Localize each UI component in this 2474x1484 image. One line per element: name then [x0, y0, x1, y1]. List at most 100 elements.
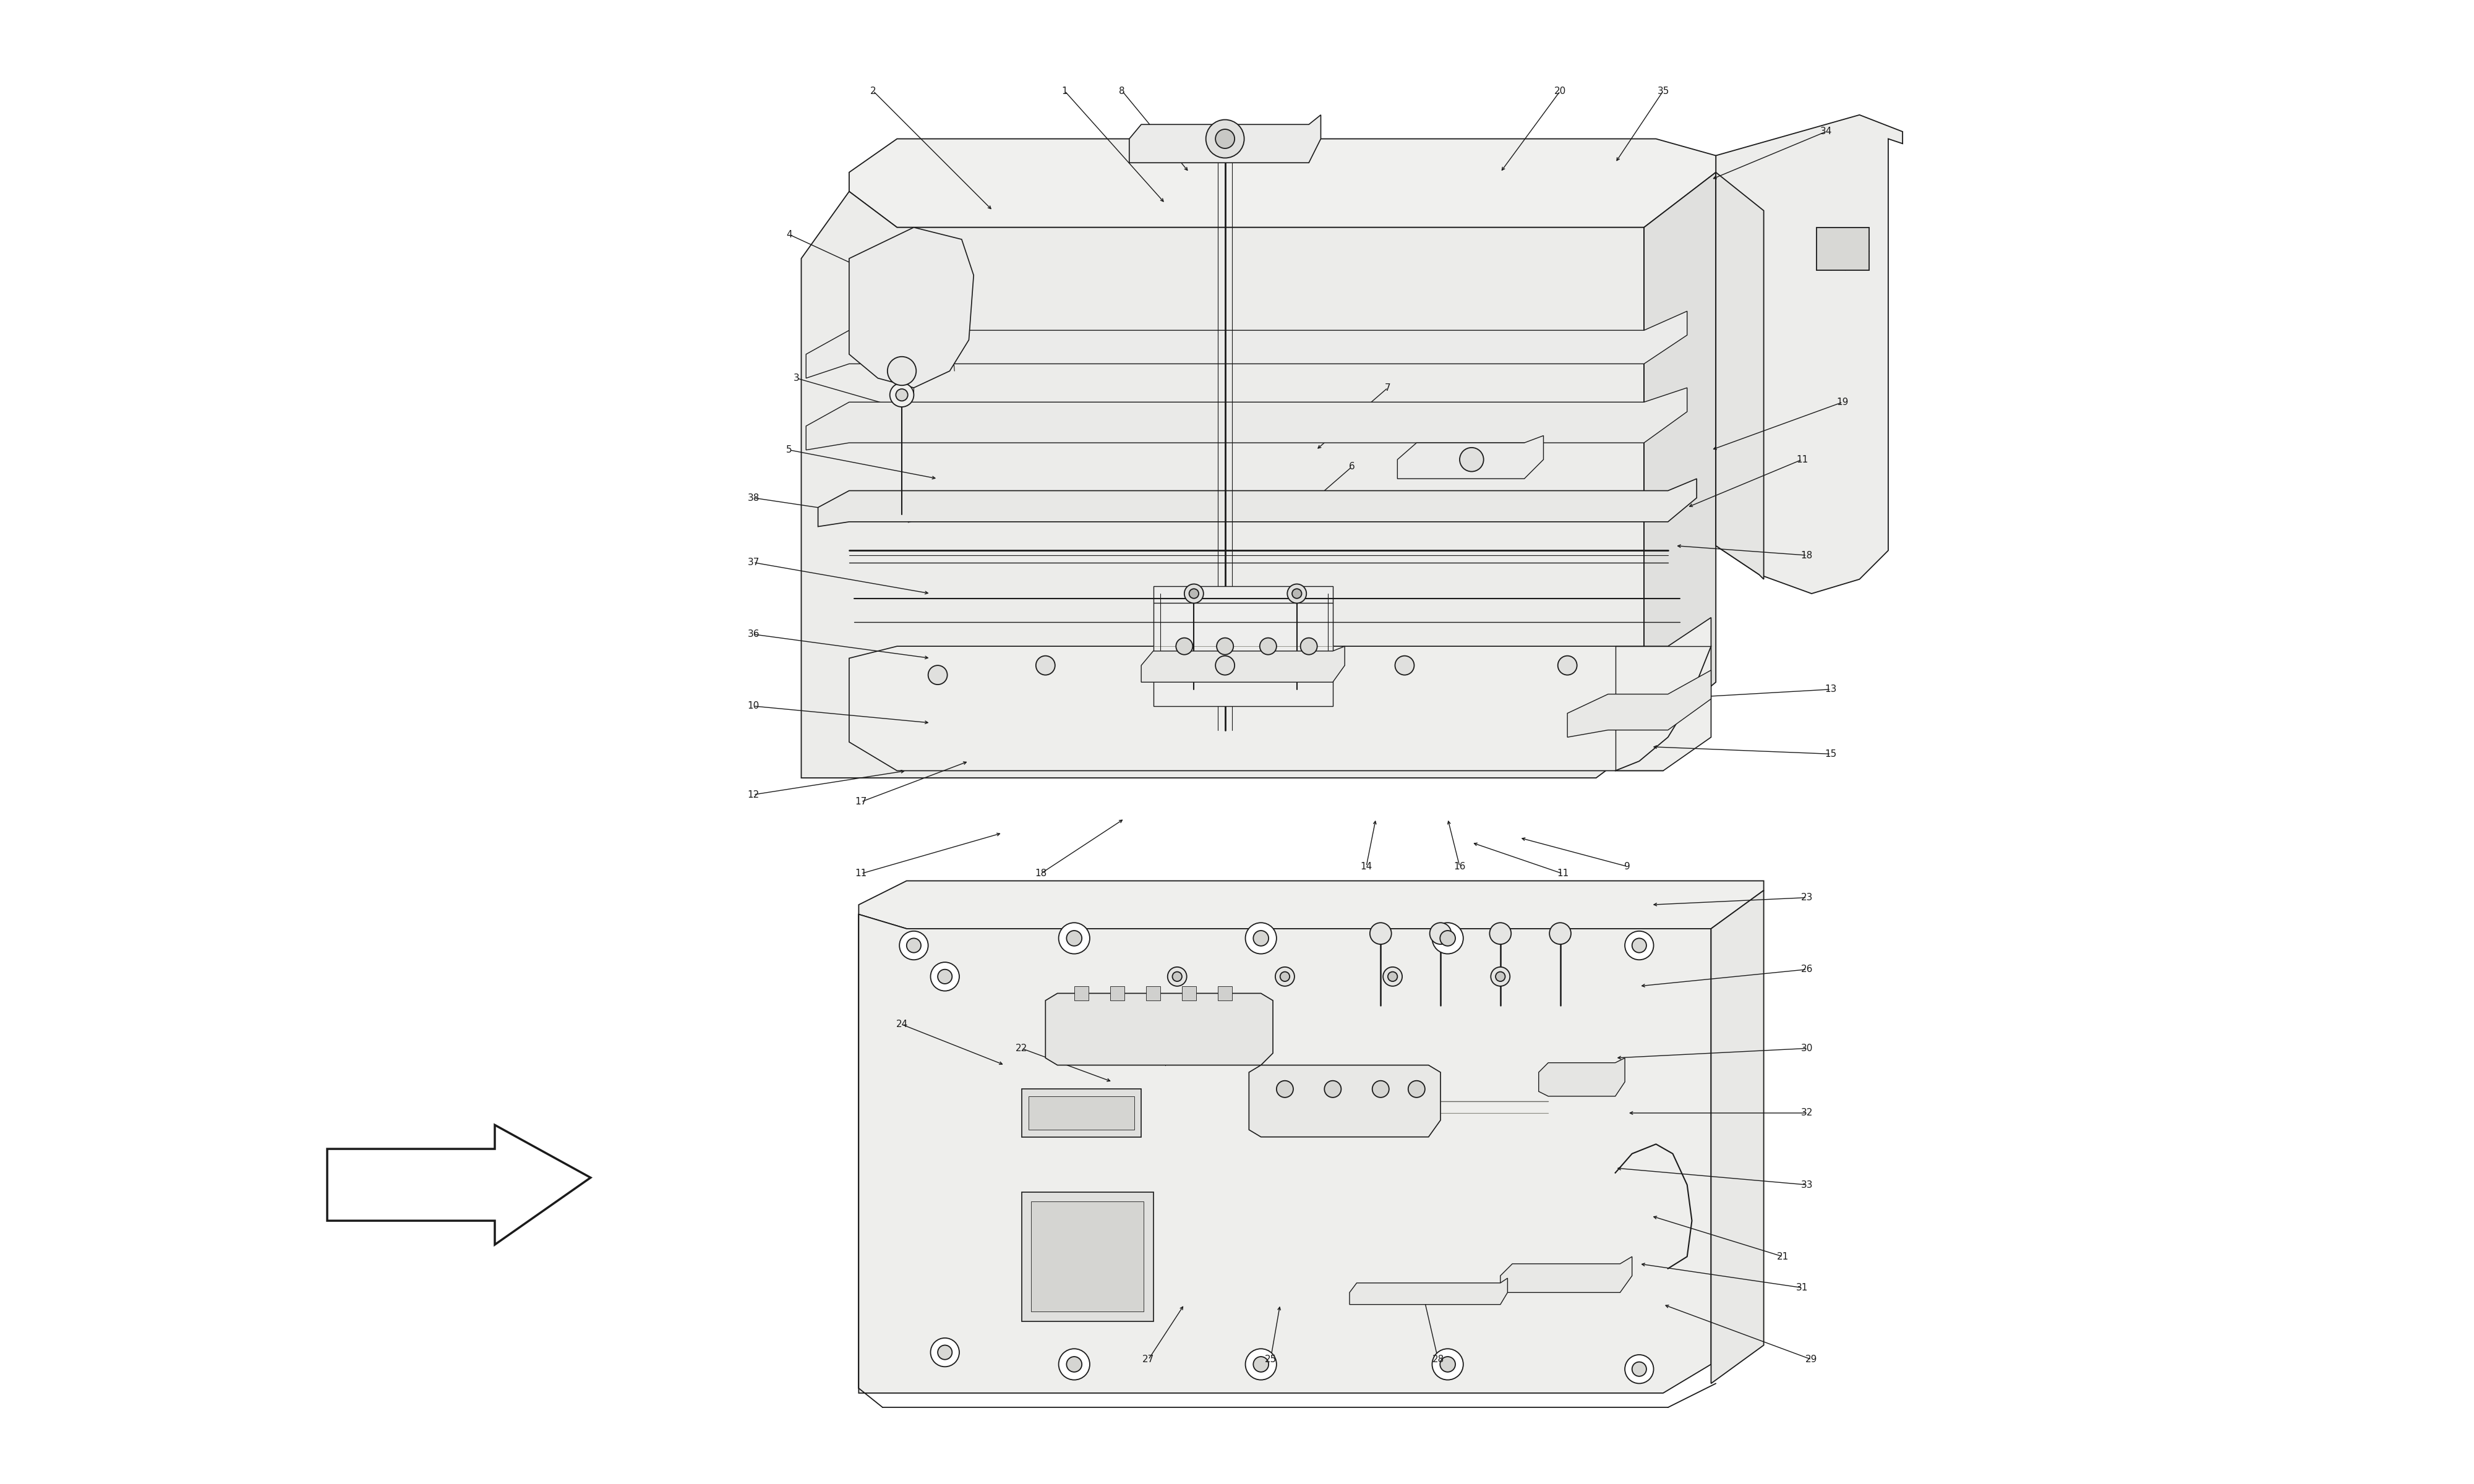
Circle shape	[1383, 968, 1403, 987]
Circle shape	[1168, 968, 1188, 987]
Text: 26: 26	[1801, 965, 1813, 974]
Text: 10: 10	[747, 702, 760, 711]
Polygon shape	[1022, 1089, 1141, 1137]
Bar	[1032, 1202, 1143, 1312]
Polygon shape	[1128, 114, 1321, 163]
Text: 9: 9	[1625, 862, 1630, 871]
Circle shape	[1440, 930, 1455, 945]
Circle shape	[1244, 1349, 1277, 1380]
Circle shape	[1173, 972, 1183, 981]
Text: 8: 8	[1118, 86, 1126, 95]
Circle shape	[905, 938, 920, 953]
Circle shape	[1301, 638, 1316, 654]
Circle shape	[888, 356, 915, 386]
Circle shape	[1633, 938, 1645, 953]
Text: 27: 27	[1143, 1355, 1155, 1364]
Circle shape	[1625, 1355, 1653, 1383]
Circle shape	[1432, 923, 1462, 954]
Text: 11: 11	[1796, 456, 1808, 464]
Polygon shape	[1141, 646, 1346, 683]
Circle shape	[1492, 968, 1509, 987]
Text: 20: 20	[1554, 86, 1566, 95]
Polygon shape	[849, 617, 1712, 770]
Circle shape	[1432, 1349, 1462, 1380]
Text: 25: 25	[1264, 1355, 1277, 1364]
Text: 34: 34	[1821, 128, 1831, 137]
Bar	[1183, 987, 1197, 1000]
Bar	[1816, 227, 1868, 270]
Text: 7: 7	[1385, 383, 1390, 392]
Text: 14: 14	[1361, 862, 1373, 871]
Text: 24: 24	[896, 1020, 908, 1028]
Circle shape	[1549, 923, 1571, 944]
Text: 1: 1	[1061, 86, 1069, 95]
Polygon shape	[858, 914, 1712, 1393]
Circle shape	[1037, 656, 1054, 675]
Circle shape	[1408, 1080, 1425, 1098]
Circle shape	[1215, 656, 1235, 675]
Text: 32: 32	[1801, 1109, 1813, 1117]
Polygon shape	[858, 881, 1764, 929]
Text: 17: 17	[856, 797, 866, 806]
Text: 16: 16	[1455, 862, 1465, 871]
Circle shape	[1259, 638, 1277, 654]
Text: 6: 6	[1348, 462, 1356, 472]
Text: 36: 36	[747, 629, 760, 640]
Circle shape	[938, 969, 952, 984]
Text: 5: 5	[787, 445, 792, 454]
Text: 18: 18	[1034, 870, 1047, 879]
Text: 4: 4	[787, 230, 792, 239]
Text: 28: 28	[1432, 1355, 1445, 1364]
Polygon shape	[849, 227, 975, 387]
Text: 21: 21	[1776, 1252, 1789, 1261]
Circle shape	[1395, 656, 1415, 675]
Circle shape	[1205, 120, 1244, 157]
Circle shape	[1254, 930, 1269, 945]
Bar	[1074, 987, 1089, 1000]
Circle shape	[1430, 923, 1452, 944]
Polygon shape	[1717, 172, 1764, 579]
Polygon shape	[1539, 1058, 1625, 1097]
Circle shape	[1190, 589, 1200, 598]
Circle shape	[930, 962, 960, 991]
Text: 19: 19	[1836, 398, 1848, 407]
Circle shape	[1489, 923, 1512, 944]
Circle shape	[1059, 923, 1089, 954]
Text: 2: 2	[871, 86, 876, 95]
Circle shape	[1244, 923, 1277, 954]
Text: 35: 35	[1658, 86, 1670, 95]
Polygon shape	[1153, 586, 1333, 706]
Polygon shape	[1717, 114, 1903, 594]
Text: 38: 38	[747, 493, 760, 503]
Circle shape	[1460, 448, 1484, 472]
Circle shape	[1559, 656, 1576, 675]
Polygon shape	[327, 1125, 591, 1245]
Circle shape	[1254, 1356, 1269, 1373]
Circle shape	[1175, 638, 1192, 654]
Polygon shape	[1645, 172, 1717, 742]
Polygon shape	[1398, 436, 1544, 479]
Text: 30: 30	[1801, 1043, 1813, 1054]
Text: 13: 13	[1826, 684, 1836, 695]
Text: 37: 37	[747, 558, 760, 567]
Circle shape	[901, 930, 928, 960]
Text: 33: 33	[1801, 1180, 1813, 1190]
Polygon shape	[1499, 1257, 1633, 1293]
Text: 3: 3	[794, 374, 799, 383]
Circle shape	[1497, 972, 1504, 981]
Circle shape	[1066, 1356, 1081, 1373]
Circle shape	[930, 1339, 960, 1367]
Circle shape	[891, 383, 913, 407]
Circle shape	[1217, 638, 1235, 654]
Text: 29: 29	[1806, 1355, 1818, 1364]
Polygon shape	[1022, 1192, 1153, 1321]
Polygon shape	[819, 479, 1697, 527]
Bar	[1111, 987, 1126, 1000]
Circle shape	[1324, 1080, 1341, 1098]
Circle shape	[928, 665, 948, 684]
Bar	[1217, 987, 1232, 1000]
Polygon shape	[1249, 1066, 1440, 1137]
Circle shape	[1373, 1080, 1388, 1098]
Circle shape	[1279, 972, 1289, 981]
Bar	[1145, 987, 1160, 1000]
